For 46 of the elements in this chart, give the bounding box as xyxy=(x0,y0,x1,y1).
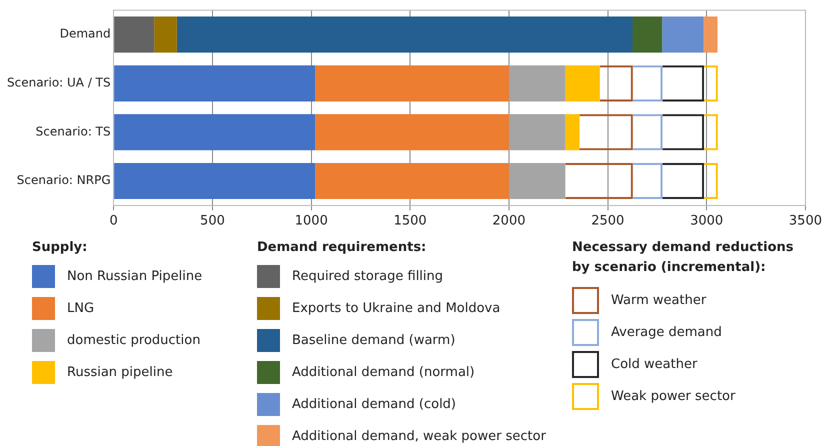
bar xyxy=(632,16,662,53)
legend-label: LNG xyxy=(67,300,94,316)
bar xyxy=(315,162,509,200)
legend-label: Warm weather xyxy=(611,292,706,308)
bar xyxy=(114,114,316,150)
bar xyxy=(662,16,704,53)
y-tick-label: Demand xyxy=(60,26,111,41)
bar xyxy=(704,16,718,53)
legend-label: Russian pipeline xyxy=(67,364,173,380)
x-tick-label: 1500 xyxy=(394,214,427,229)
y-tick-label: Scenario: TS xyxy=(36,124,111,138)
bar xyxy=(315,65,509,102)
bar xyxy=(154,16,177,53)
y-tick-label: Scenario: UA / TS xyxy=(6,76,111,90)
x-tick-label: 3000 xyxy=(690,214,724,229)
bar xyxy=(508,65,566,102)
bar xyxy=(114,16,154,53)
text: Demand requirements: xyxy=(257,239,428,257)
legend-label: Baseline demand (warm) xyxy=(292,332,456,348)
legend-label: Additional demand (normal) xyxy=(292,364,475,380)
x-tick-label: 3500 xyxy=(788,214,822,229)
legend-label: Non Russian Pipeline xyxy=(67,268,202,284)
bar xyxy=(114,162,316,200)
legend-label: Exports to Ukraine and Moldova xyxy=(292,300,500,316)
bar xyxy=(565,114,580,150)
x-tick-label: 0 xyxy=(109,214,118,229)
legend-label: Additional demand, weak power sector xyxy=(292,428,546,444)
bar xyxy=(114,65,316,102)
bar xyxy=(565,65,600,102)
x-tick-label: 2000 xyxy=(492,214,526,229)
legend-label: domestic production xyxy=(67,332,200,348)
bar xyxy=(508,114,566,150)
legend-label: Additional demand (cold) xyxy=(292,396,456,412)
legend-label: Weak power sector xyxy=(611,388,736,404)
bar xyxy=(508,162,566,200)
bar xyxy=(315,114,509,150)
bar xyxy=(176,16,632,53)
text: Supply: xyxy=(32,239,88,257)
x-tick-label: 2500 xyxy=(591,214,624,229)
text: Necessary demand reductions by scenario (incremental): xyxy=(572,239,794,277)
x-tick-label: 1000 xyxy=(294,214,328,229)
legend-label: Average demand xyxy=(611,324,722,340)
x-tick-label: 500 xyxy=(200,214,225,229)
legend-label: Required storage filling xyxy=(292,268,444,284)
y-tick-label: Scenario: NRPG xyxy=(16,173,111,188)
legend-label: Cold weather xyxy=(611,356,698,372)
